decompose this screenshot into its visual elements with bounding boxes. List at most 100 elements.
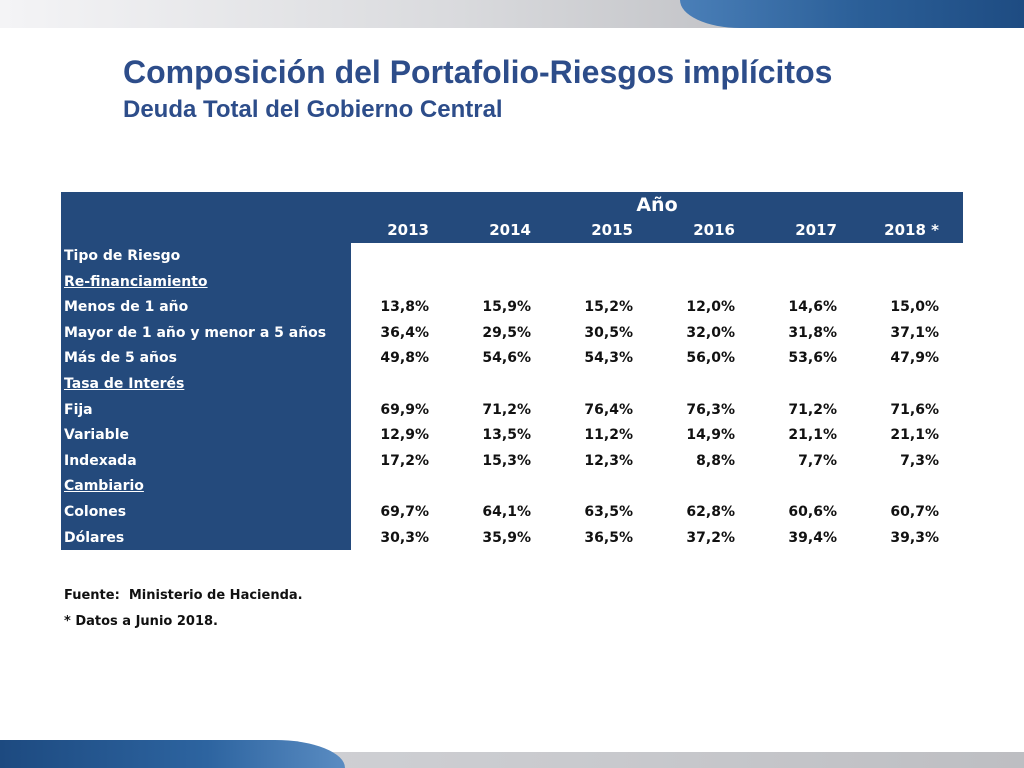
table-cell bbox=[453, 473, 555, 500]
table-cell: 76,3% bbox=[657, 396, 759, 423]
row-label: Dólares bbox=[61, 524, 351, 551]
table-cell: 7,3% bbox=[861, 447, 963, 474]
table-cell: 30,5% bbox=[555, 319, 657, 346]
table-cell bbox=[555, 268, 657, 295]
table-cell bbox=[759, 268, 861, 295]
section-row: Re-financiamiento bbox=[61, 268, 963, 295]
table-cell: 15,9% bbox=[453, 294, 555, 320]
table-cell bbox=[351, 473, 453, 500]
table-cell: 71,2% bbox=[453, 396, 555, 423]
column-header: 2013 bbox=[387, 221, 429, 240]
bottom-blue-swoosh bbox=[0, 740, 345, 768]
table-cell: 37,1% bbox=[861, 319, 963, 346]
table-cell: 17,2% bbox=[351, 447, 453, 474]
top-blue-swoosh bbox=[680, 0, 1024, 28]
row-label: Variable bbox=[61, 422, 351, 448]
row-label-text: Re-financiamiento bbox=[64, 273, 208, 290]
table-row: Tipo de Riesgo bbox=[61, 243, 963, 269]
table-cell: 60,6% bbox=[759, 499, 861, 525]
table-cell: 56,0% bbox=[657, 345, 759, 372]
table-cell bbox=[453, 371, 555, 397]
column-header: 2014 bbox=[489, 221, 531, 240]
slide-subtitle: Deuda Total del Gobierno Central bbox=[123, 96, 503, 123]
table-cell: 11,2% bbox=[555, 422, 657, 448]
table-row: Fija 69,9% 71,2% 76,4% 76,3% 71,2% 71,6% bbox=[61, 396, 963, 423]
table-cell: 39,4% bbox=[759, 524, 861, 551]
header-empty-cell bbox=[61, 218, 351, 244]
row-label-text: Indexada bbox=[64, 452, 137, 469]
table-cell bbox=[657, 371, 759, 397]
table-cell bbox=[657, 473, 759, 500]
table-cell: 21,1% bbox=[759, 422, 861, 448]
table-cell: 54,6% bbox=[453, 345, 555, 372]
table-cell: 32,0% bbox=[657, 319, 759, 346]
table-cell bbox=[759, 473, 861, 500]
table-cell bbox=[861, 268, 963, 295]
table-row: Variable 12,9% 13,5% 11,2% 14,9% 21,1% 21,1% bbox=[61, 422, 963, 448]
table-row: Dólares 30,3% 35,9% 36,5% 37,2% 39,4% 39,3% bbox=[61, 524, 963, 551]
table-cell: 37,2% bbox=[657, 524, 759, 551]
row-label: Mayor de 1 año y menor a 5 años bbox=[61, 319, 351, 346]
column-header: 2018 * bbox=[884, 221, 939, 240]
table-cell: 71,6% bbox=[861, 396, 963, 423]
table-row: Menos de 1 año 13,8% 15,9% 15,2% 12,0% 14,6% 1… bbox=[61, 294, 963, 320]
table-cell bbox=[657, 268, 759, 295]
slide-title: Composición del Portafolio-Riesgos implí… bbox=[123, 54, 833, 90]
table-row: Colones 69,7% 64,1% 63,5% 62,8% 60,6% 60,7% bbox=[61, 499, 963, 525]
row-label-text: Tasa de Interés bbox=[64, 375, 185, 392]
table-cell: 15,0% bbox=[861, 294, 963, 320]
year-group-header: Año bbox=[636, 193, 678, 216]
table-cell bbox=[555, 473, 657, 500]
header-row-columns: 2013 2014 2015 2016 2017 2018 * bbox=[61, 217, 963, 244]
table-cell: 63,5% bbox=[555, 499, 657, 525]
table-cell: 69,9% bbox=[351, 396, 453, 423]
table-cell: 64,1% bbox=[453, 499, 555, 525]
header-row-year: Año bbox=[61, 192, 963, 218]
table-cell: 21,1% bbox=[861, 422, 963, 448]
table-row: Mayor de 1 año y menor a 5 años 36,4% 29,5… bbox=[61, 319, 963, 346]
section-label: Re-financiamiento bbox=[61, 268, 351, 295]
table-cell: 7,7% bbox=[759, 447, 861, 474]
source-footnote: Fuente: Ministerio de Hacienda. bbox=[64, 588, 303, 603]
table-cell: 39,3% bbox=[861, 524, 963, 551]
table-cell: 47,9% bbox=[861, 345, 963, 372]
table-cell: 71,2% bbox=[759, 396, 861, 423]
table-row: Indexada 17,2% 15,3% 12,3% 8,8% 7,7% 7,3% bbox=[61, 447, 963, 474]
table-cell bbox=[759, 371, 861, 397]
table-cell: 36,4% bbox=[351, 319, 453, 346]
row-label: Indexada bbox=[61, 447, 351, 474]
table-row: Más de 5 años 49,8% 54,6% 54,3% 56,0% 53,6% 47… bbox=[61, 345, 963, 372]
table-cell: 13,5% bbox=[453, 422, 555, 448]
row-label: Fija bbox=[61, 396, 351, 423]
row-label: Menos de 1 año bbox=[61, 294, 351, 320]
table-cell: 13,8% bbox=[351, 294, 453, 320]
table-cell: 35,9% bbox=[453, 524, 555, 551]
table-cell: 62,8% bbox=[657, 499, 759, 525]
table-cell: 8,8% bbox=[657, 447, 759, 474]
row-label-text: Mayor de 1 año y menor a 5 años bbox=[64, 324, 327, 341]
section-label: Cambiario bbox=[61, 473, 351, 500]
table-cell bbox=[351, 371, 453, 397]
table-cell bbox=[453, 268, 555, 295]
table-cell: 31,8% bbox=[759, 319, 861, 346]
risk-composition-table: Año 2013 2014 2015 2016 2017 2018 * Tipo… bbox=[61, 192, 963, 551]
section-row: Tasa de Interés bbox=[61, 371, 963, 397]
row-label-text: Fija bbox=[64, 401, 93, 418]
column-header: 2016 bbox=[693, 221, 735, 240]
table-cell: 12,0% bbox=[657, 294, 759, 320]
column-header: 2015 bbox=[591, 221, 633, 240]
table-cell: 49,8% bbox=[351, 345, 453, 372]
row-header-label: Tipo de Riesgo bbox=[61, 243, 351, 269]
table-cell: 15,2% bbox=[555, 294, 657, 320]
table-cell: 60,7% bbox=[861, 499, 963, 525]
row-label: Más de 5 años bbox=[61, 345, 351, 372]
row-label-text: Variable bbox=[64, 427, 129, 444]
table-cell: 14,9% bbox=[657, 422, 759, 448]
row-label: Colones bbox=[61, 499, 351, 525]
table-cell: 29,5% bbox=[453, 319, 555, 346]
table-cell bbox=[861, 371, 963, 397]
table-cell: 53,6% bbox=[759, 345, 861, 372]
table-cell: 12,9% bbox=[351, 422, 453, 448]
row-label-text: Cambiario bbox=[64, 478, 144, 495]
table-cell: 14,6% bbox=[759, 294, 861, 320]
